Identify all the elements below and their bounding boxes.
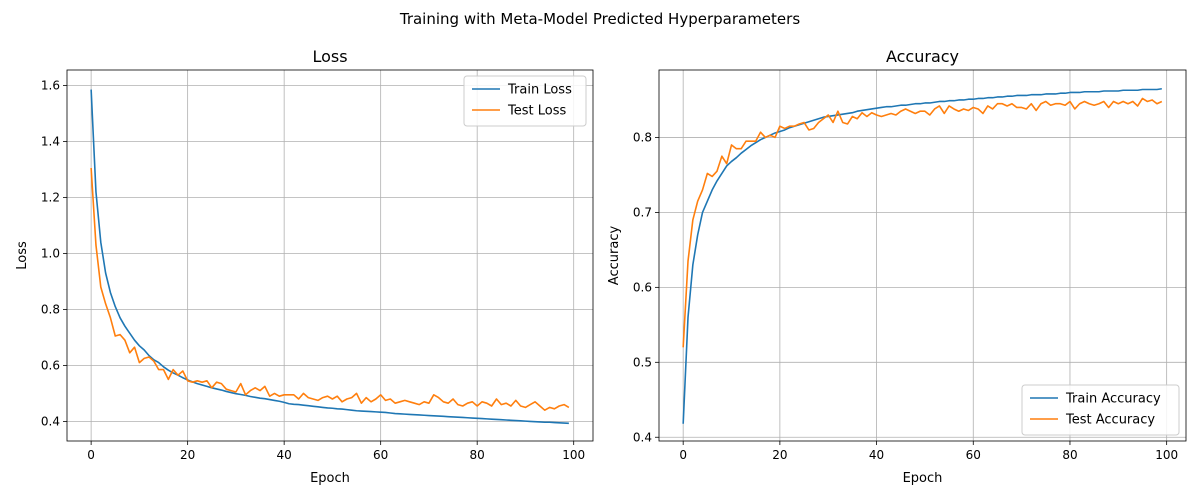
loss-x-axis-label: Epoch	[310, 471, 350, 486]
y-tick-label: 0.6	[633, 280, 652, 294]
y-tick-label: 1.0	[41, 246, 60, 260]
loss-series-test-line	[90, 167, 570, 412]
figure-suptitle: Training with Meta-Model Predicted Hyper…	[399, 10, 800, 28]
y-tick-label: 0.4	[633, 430, 652, 444]
x-tick-label: 20	[772, 448, 787, 462]
y-tick-label: 0.8	[41, 302, 60, 316]
y-tick-label: 0.4	[41, 414, 60, 428]
loss-chart-title: Loss	[312, 47, 347, 66]
y-tick-label: 0.8	[633, 130, 652, 144]
loss-series-train-line	[90, 89, 569, 425]
x-tick-label: 80	[470, 448, 485, 462]
x-tick-label: 60	[966, 448, 981, 462]
accuracy-y-axis-label: Accuracy	[607, 226, 622, 286]
legend-box	[1021, 384, 1180, 436]
accuracy-chart-title: Accuracy	[886, 47, 959, 66]
legend-label-test: Test Loss	[507, 104, 566, 119]
x-tick-label: 40	[869, 448, 884, 462]
x-tick-label: 80	[1062, 448, 1077, 462]
accuracy-chart-panel: Accuracy 0 20 40 60 80 100 0.4 0.5 0.6 0.7 0.8 Epoch…	[607, 47, 1187, 486]
x-tick-label: 100	[1155, 448, 1178, 462]
y-tick-label: 0.6	[41, 358, 60, 372]
y-tick-label: 1.6	[41, 78, 60, 92]
y-tick-label: 1.2	[41, 190, 60, 204]
accuracy-series-test-line	[682, 97, 1163, 348]
legend-label-test: Test Accuracy	[1065, 413, 1155, 428]
legend-label-train: Train Accuracy	[1065, 392, 1161, 407]
plot-frame	[66, 69, 594, 442]
y-tick-label: 0.5	[633, 355, 652, 369]
loss-y-axis-label: Loss	[15, 241, 30, 270]
x-tick-label: 100	[562, 448, 585, 462]
legend-label-train: Train Loss	[507, 83, 572, 98]
plot-frame	[658, 69, 1187, 442]
y-tick-label: 1.4	[41, 134, 60, 148]
x-tick-label: 60	[373, 448, 388, 462]
x-tick-label: 0	[87, 448, 95, 462]
loss-chart-panel: Loss 0 20 40 60 80 100 0.4 0.6 0.8 1.0 1.2 1.4 1.6 Epo…	[15, 47, 594, 486]
accuracy-legend: Train Accuracy Test Accuracy	[1021, 384, 1180, 436]
loss-legend: Train Loss Test Loss	[463, 75, 587, 127]
x-tick-label: 40	[277, 448, 292, 462]
y-tick-label: 0.7	[633, 205, 652, 219]
x-tick-label: 20	[180, 448, 195, 462]
accuracy-x-axis-label: Epoch	[903, 471, 943, 486]
accuracy-series-train-line	[682, 87, 1162, 424]
x-tick-label: 0	[679, 448, 687, 462]
